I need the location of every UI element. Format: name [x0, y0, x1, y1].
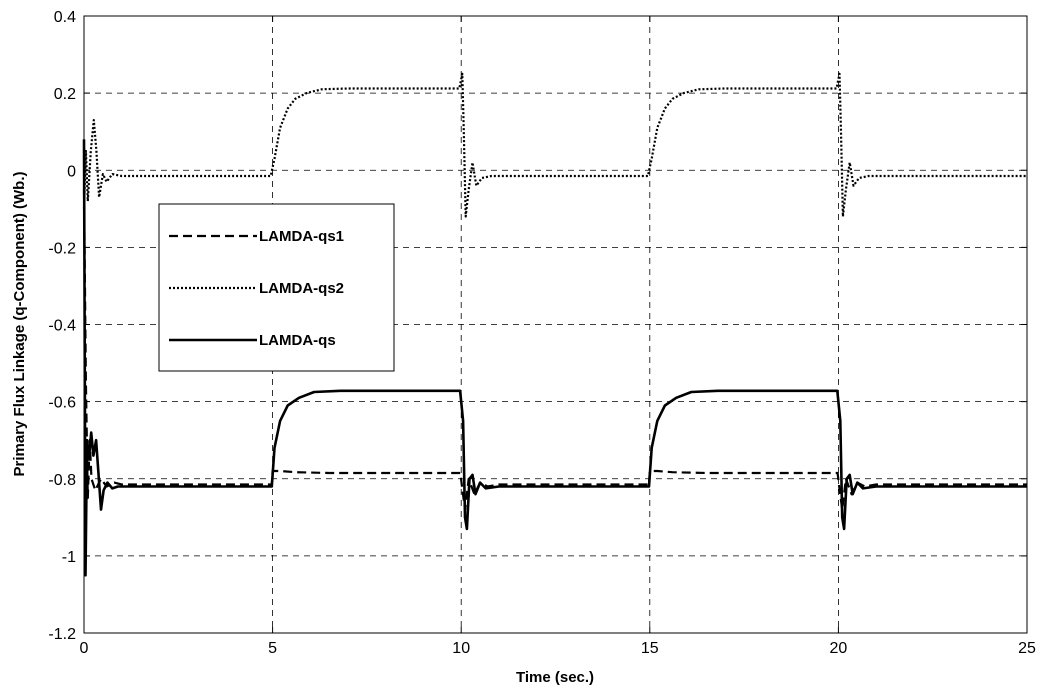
x-axis-label: Time (sec.)	[516, 669, 594, 686]
x-tick-label: 5	[268, 640, 277, 657]
y-tick-label: -1	[62, 549, 76, 566]
legend-label: LAMDA-qs1	[259, 228, 344, 245]
series-lines	[82, 72, 1027, 577]
x-tick-label: 25	[1018, 640, 1036, 657]
axis-ticks: 0 5 10 15 20 25 -1.2 -1 -0.8 -0.6 -0.4 -0.2 0 0.2 0.4	[48, 9, 1036, 657]
y-tick-label: 0.2	[54, 86, 76, 103]
x-tick-label: 0	[80, 640, 89, 657]
y-tick-label: 0	[67, 163, 76, 180]
y-tick-label: -0.2	[48, 240, 76, 257]
y-tick-label: -0.6	[48, 395, 76, 412]
x-tick-label: 10	[452, 640, 470, 657]
y-tick-label: -1.2	[48, 626, 76, 643]
y-tick-label: 0.4	[54, 9, 76, 26]
y-axis-label: Primary Flux Linkage (q-Component) (Wb.)	[11, 171, 28, 476]
legend: LAMDA-qs1 LAMDA-qs2 LAMDA-qs	[158, 203, 395, 372]
series-line-3	[82, 139, 1027, 577]
legend-label: LAMDA-qs	[259, 332, 336, 349]
y-tick-label: -0.4	[48, 318, 76, 335]
y-tick-label: -0.8	[48, 472, 76, 489]
legend-label: LAMDA-qs2	[259, 280, 344, 297]
x-tick-label: 20	[830, 640, 848, 657]
x-tick-label: 15	[641, 640, 659, 657]
